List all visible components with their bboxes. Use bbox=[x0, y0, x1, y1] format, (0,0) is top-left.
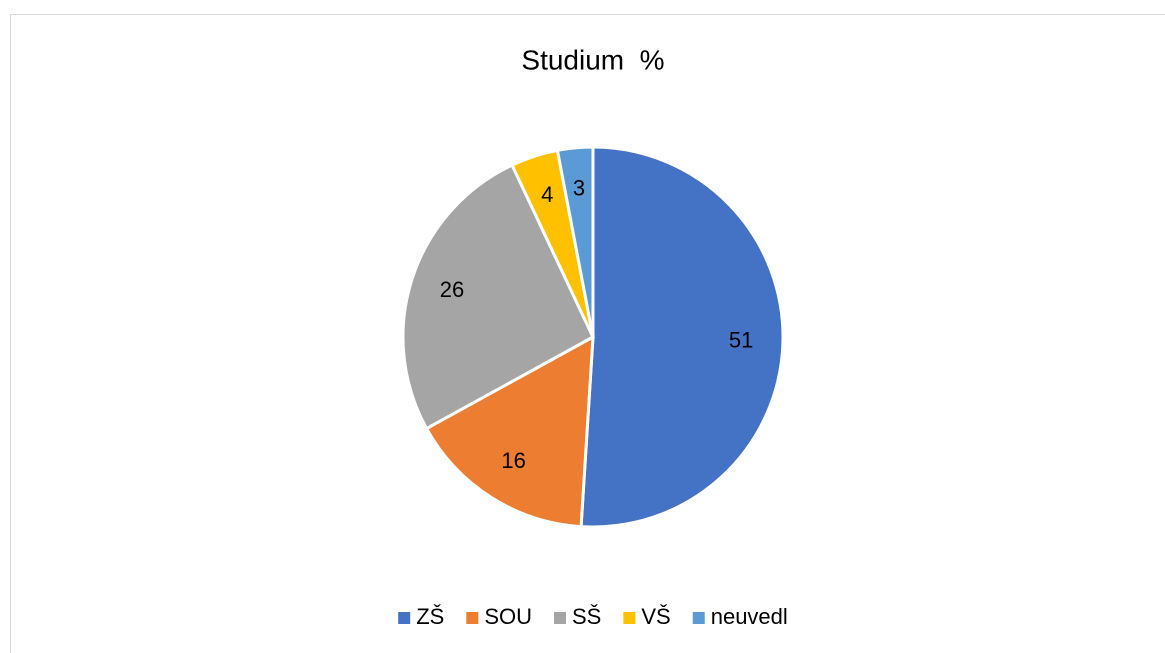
legend-swatch bbox=[398, 612, 411, 624]
pie-slice bbox=[401, 163, 595, 431]
data-label: 3 bbox=[573, 175, 585, 200]
legend-label: ZŠ bbox=[416, 604, 444, 629]
data-label: 26 bbox=[440, 277, 464, 302]
legend-swatch bbox=[466, 612, 479, 624]
data-label: 51 bbox=[729, 327, 753, 352]
legend-swatch bbox=[623, 612, 636, 624]
legend-label: SŠ bbox=[572, 604, 601, 629]
legend-label: SOU bbox=[484, 604, 532, 629]
legend-swatch bbox=[554, 612, 567, 624]
pie-slice bbox=[424, 334, 595, 529]
data-label: 4 bbox=[541, 182, 553, 207]
legend-label: neuvedl bbox=[711, 604, 788, 629]
chart-title: Studium % bbox=[521, 44, 664, 75]
pie-slice bbox=[579, 145, 785, 529]
legend-swatch bbox=[692, 612, 705, 624]
legend-label: VŠ bbox=[641, 604, 670, 629]
pie-slice bbox=[555, 145, 595, 338]
data-label: 16 bbox=[501, 448, 525, 473]
